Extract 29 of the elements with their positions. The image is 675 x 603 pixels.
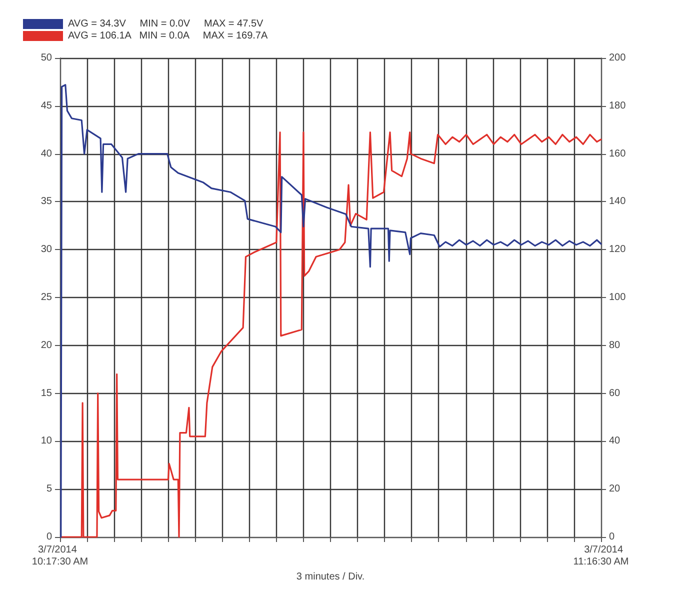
y-tick-label: 30 [40, 244, 52, 256]
text: 3/7/2014 [584, 544, 624, 556]
y-tick-label: 25 [40, 292, 52, 303]
y-tick-label: 35 [40, 196, 52, 208]
y2-tick-label: 160 [609, 148, 626, 160]
y2-tick-label: 100 [609, 292, 626, 303]
y-tick-label: 50 [40, 52, 52, 64]
y-tick-label: 5 [46, 484, 52, 495]
y2-tick-label: 200 [609, 52, 626, 64]
legend-label: AVG = 34.3V MIN = 0.0V MAX = 47.5V [68, 18, 264, 30]
y2-tick-label: 40 [609, 436, 621, 447]
y-tick-label: 40 [40, 148, 52, 160]
y-tick-label: 0 [46, 532, 52, 542]
y-tick-label: 15 [40, 388, 52, 399]
y-tick-label: 20 [40, 340, 52, 351]
y-tick-label: 10 [40, 436, 52, 447]
x-tick-label: 10:17:30 AM [32, 556, 88, 568]
x-axis-title: 3 minutes / Div. [296, 571, 365, 582]
y2-tick-label: 20 [609, 484, 621, 495]
x-tick-label: 11:16:30 AM [573, 556, 629, 568]
legend-label: AVG = 106.1A MIN = 0.0A MAX = 169.7A [68, 30, 268, 42]
y-tick-label: 45 [40, 100, 52, 112]
y2-tick-label: 120 [609, 244, 626, 256]
y2-tick-label: 180 [609, 100, 626, 112]
text: 3/7/2014 [38, 544, 78, 556]
y2-tick-label: 140 [609, 196, 626, 208]
y2-tick-label: 0 [609, 532, 615, 542]
y2-tick-label: 80 [609, 340, 621, 351]
y2-tick-label: 60 [609, 388, 621, 399]
